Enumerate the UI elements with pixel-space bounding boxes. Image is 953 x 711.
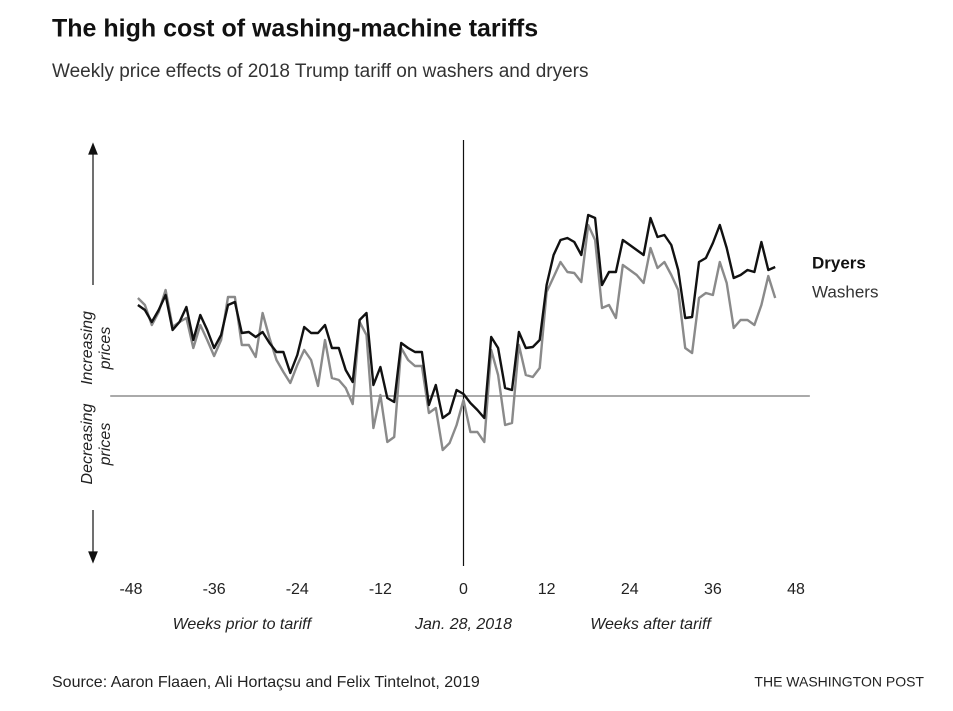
source: Source: Aaron Flaaen, Ali Hortaçsu and F… [52,674,480,691]
x-tick-label: -24 [286,581,309,598]
x-tick-label: 36 [704,581,722,598]
legend-label: Dryers [812,253,866,272]
x-annotation: Jan. 28, 2018 [414,616,512,633]
up-arrow-head [88,142,98,155]
x-annotation: Weeks prior to tariff [173,616,313,633]
x-tick-label: -48 [119,581,142,598]
x-tick-label: -12 [369,581,392,598]
series-line [137,213,776,420]
y-annotation: Decreasing [79,403,96,484]
legend-label: Washers [812,282,878,301]
x-annotation: Weeks after tariff [590,616,712,633]
chart-subtitle: Weekly price effects of 2018 Trump tarif… [52,61,588,82]
x-tick-label: -36 [203,581,226,598]
y-annotation: prices [97,423,114,467]
chart-title: The high cost of washing-machine tariffs [52,15,538,43]
x-tick-label: 0 [459,581,468,598]
y-annotation: Increasing [79,311,96,385]
x-tick-label: 12 [538,581,556,598]
x-tick-label: 24 [621,581,639,598]
y-annotation: prices [97,327,114,371]
arrows [88,142,98,564]
series-line [137,223,777,452]
down-arrow-head [88,551,98,564]
x-tick-label: 48 [787,581,805,598]
credit: THE WASHINGTON POST [754,674,924,690]
